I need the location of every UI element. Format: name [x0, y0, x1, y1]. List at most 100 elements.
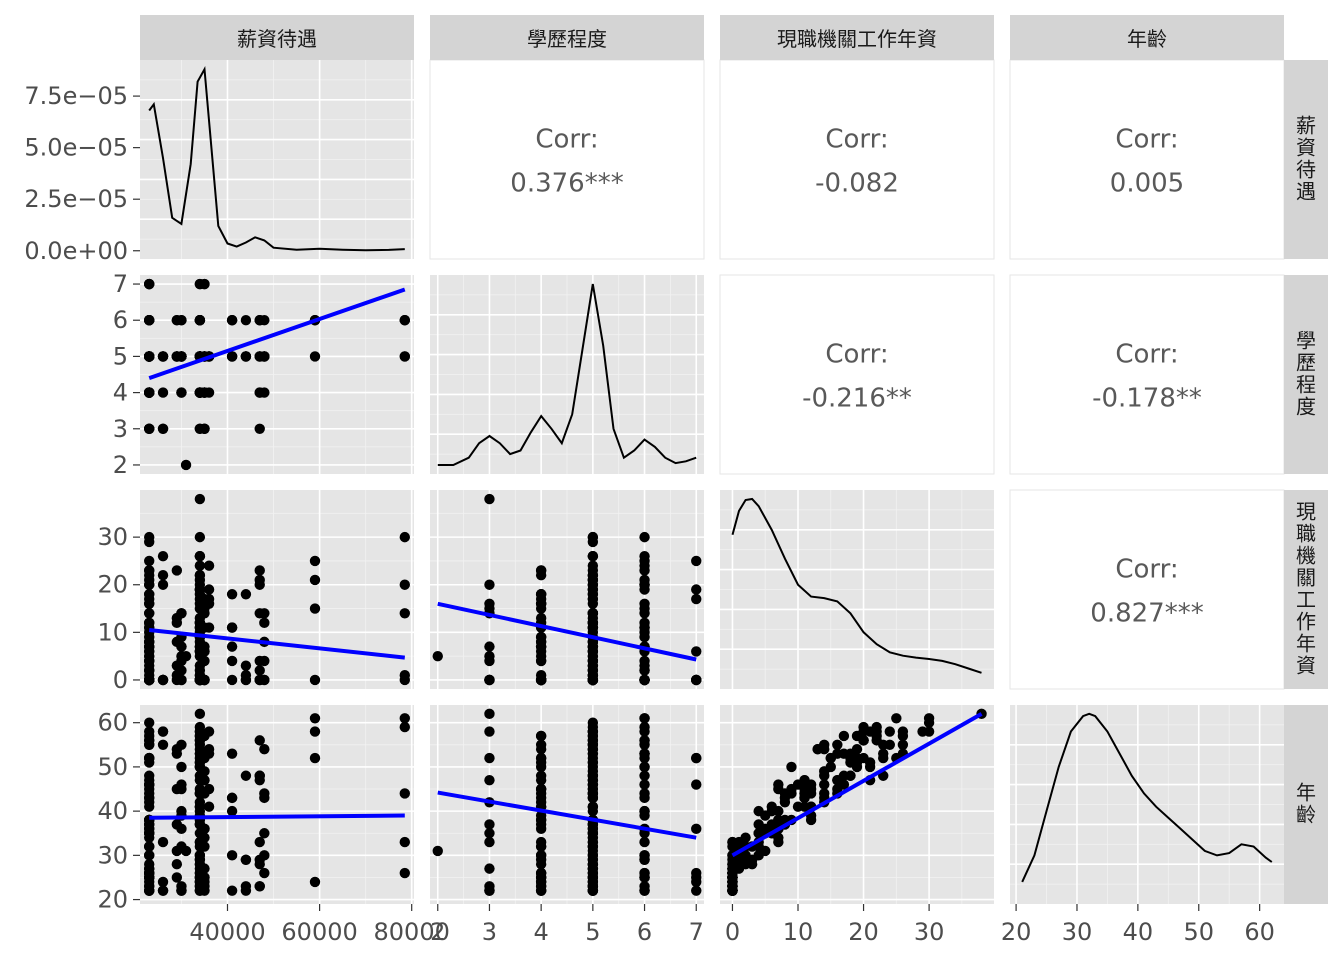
scatter-point	[176, 674, 187, 686]
scatter-point	[923, 726, 935, 737]
scatter-point	[587, 774, 599, 786]
scatter-point	[259, 744, 270, 755]
scatter-point	[203, 726, 215, 737]
scatter-point	[639, 810, 650, 821]
right-strip-label: 現職機關工作年資	[1296, 499, 1316, 677]
scatter-point	[240, 660, 252, 671]
scatter-point	[157, 570, 169, 581]
scatter-point	[691, 867, 702, 879]
scatter-point	[740, 832, 751, 843]
scatter-point	[203, 584, 215, 595]
scatter-point	[535, 589, 547, 600]
scatter-point	[144, 850, 155, 861]
scatter-point	[825, 752, 836, 764]
scatter-point	[535, 814, 547, 826]
panel-r3-c3	[1010, 705, 1284, 904]
right-strip	[1284, 60, 1328, 259]
scatter-point	[157, 739, 169, 750]
scatter-point	[194, 579, 206, 590]
correlation-label: Corr:	[825, 125, 888, 155]
scatter-point	[639, 748, 650, 759]
correlation-panel-background	[719, 59, 995, 260]
x-tick-label: 7	[689, 918, 704, 946]
scatter-point	[194, 531, 206, 543]
y-tick-label: 20	[97, 571, 128, 599]
scatter-point	[254, 608, 265, 619]
scatter-point	[838, 730, 850, 742]
scatter-point	[399, 608, 410, 619]
scatter-point	[240, 589, 252, 600]
scatter-point	[259, 850, 270, 861]
scatter-point	[587, 589, 599, 600]
scatter-point	[171, 636, 183, 648]
scatter-point	[254, 836, 265, 848]
scatter-point	[535, 885, 547, 896]
scatter-point	[176, 885, 187, 896]
scatter-point	[587, 801, 599, 812]
scatter-point	[144, 387, 155, 398]
scatter-point	[254, 565, 265, 576]
top-strip	[720, 15, 994, 60]
scatter-point	[639, 872, 650, 883]
scatter-point	[587, 832, 599, 843]
scatter-point	[309, 574, 321, 586]
scatter-point	[587, 739, 599, 750]
y-tick-label: 7	[113, 270, 128, 298]
scatter-point	[180, 845, 192, 857]
scatter-point	[254, 655, 265, 667]
scatter-point	[171, 872, 183, 883]
scatter-point	[144, 631, 155, 643]
scatter-point	[254, 881, 265, 892]
scatter-point	[535, 612, 547, 624]
scatter-point	[226, 885, 238, 896]
scatter-point	[144, 752, 155, 764]
scatter-point	[254, 770, 265, 781]
scatter-point	[484, 493, 495, 505]
scatter-point	[535, 598, 547, 609]
scatter-point	[309, 351, 321, 362]
x-tick-label: 6	[637, 918, 652, 946]
scatter-point	[194, 730, 206, 742]
correlation-label: Corr:	[825, 340, 888, 370]
scatter-point	[779, 792, 791, 804]
scatter-point	[199, 674, 210, 686]
scatter-point	[587, 622, 599, 633]
scatter-point	[845, 770, 856, 781]
scatter-point	[691, 646, 702, 657]
scatter-point	[535, 823, 547, 835]
scatter-point	[535, 797, 547, 808]
scatter-point	[157, 885, 169, 896]
scatter-point	[199, 885, 210, 896]
scatter-point	[144, 641, 155, 652]
top-strip	[140, 15, 414, 60]
top-strip-label: 現職機關工作年資	[777, 27, 937, 51]
scatter-point	[176, 805, 187, 817]
scatter-point	[639, 836, 650, 848]
scatter-point	[799, 774, 810, 786]
y-tick-label: 5	[113, 342, 128, 370]
y-tick-label: 7.5e−05	[24, 82, 128, 110]
right-strip	[1284, 490, 1328, 689]
correlation-value: 0.827***	[1090, 599, 1203, 629]
scatter-point	[176, 608, 187, 619]
scatter-point	[157, 674, 169, 686]
y-tick-label: 50	[97, 753, 128, 781]
y-tick-label: 0.0e+00	[24, 237, 128, 265]
scatter-point	[203, 622, 215, 633]
scatter-point	[144, 555, 155, 567]
scatter-point	[691, 752, 702, 764]
regression-line-r1-c0	[148, 287, 406, 381]
scatter-point	[587, 885, 599, 896]
x-tick-label: 20	[1001, 918, 1032, 946]
panel-r0-c1	[429, 59, 705, 260]
scatter-point	[157, 423, 169, 434]
scatter-point	[639, 854, 650, 865]
scatter-point	[691, 674, 702, 686]
scatter-point	[226, 622, 238, 633]
scatter-point	[194, 550, 206, 562]
scatter-point	[194, 660, 206, 671]
top-strip-label: 薪資待遇	[237, 27, 317, 51]
scatter-point	[691, 593, 702, 605]
scatter-point	[194, 622, 206, 633]
